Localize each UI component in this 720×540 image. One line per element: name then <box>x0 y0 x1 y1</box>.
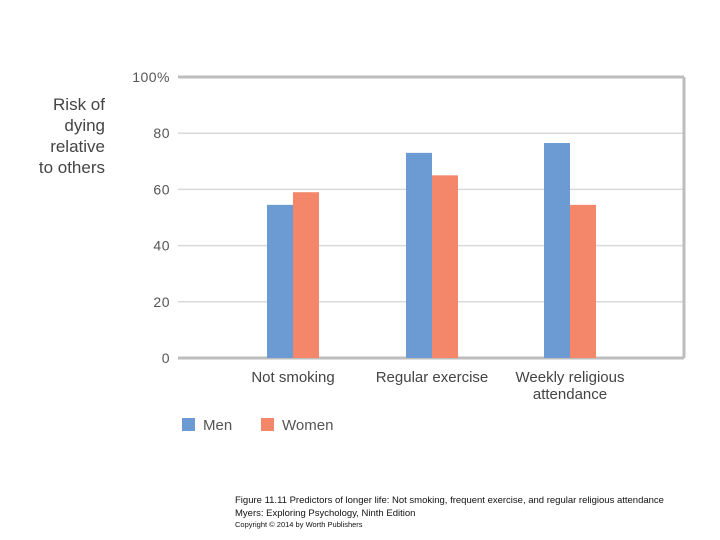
x-category-label: attendance <box>533 386 607 403</box>
legend-label-women: Women <box>282 417 333 434</box>
bar-men <box>544 143 570 358</box>
bar-women <box>293 192 319 358</box>
y-axis-label-line: Risk of <box>53 95 105 114</box>
x-category-label: Weekly religious <box>516 369 625 386</box>
bar-men <box>406 152 432 358</box>
y-axis-label-line: dying <box>64 116 105 135</box>
x-category-label: Not smoking <box>251 369 334 386</box>
legend-swatch-women <box>261 418 274 431</box>
copyright: Copyright © 2014 by Worth Publishers <box>235 520 363 529</box>
y-axis-label-line: to others <box>39 158 105 177</box>
figure-caption: Figure 11.11 Predictors of longer life: … <box>235 495 664 506</box>
y-tick-label: 40 <box>153 238 170 254</box>
y-tick-label: 20 <box>153 294 170 310</box>
bar-women <box>432 175 458 358</box>
y-tick-label: 80 <box>153 125 170 141</box>
y-tick-label: 100% <box>132 69 170 85</box>
y-axis-label: Risk of dying relative to others <box>39 95 105 177</box>
y-tick-label: 60 <box>153 181 170 197</box>
y-tick-label: 0 <box>162 350 170 366</box>
x-category-label: Regular exercise <box>376 369 489 386</box>
y-axis-ticks: 0 20 40 60 80 100% <box>132 69 170 366</box>
y-axis-label-line: relative <box>50 137 105 156</box>
legend-swatch-men <box>182 418 195 431</box>
legend: Men Women <box>182 417 333 434</box>
x-axis-categories: Not smoking Regular exercise Weekly religi… <box>251 369 624 403</box>
legend-label-men: Men <box>203 417 232 434</box>
bar-women <box>570 204 596 358</box>
book-title: Myers: Exploring Psychology, Ninth Editi… <box>235 508 416 519</box>
bar-men <box>267 204 293 358</box>
bars <box>267 143 596 358</box>
